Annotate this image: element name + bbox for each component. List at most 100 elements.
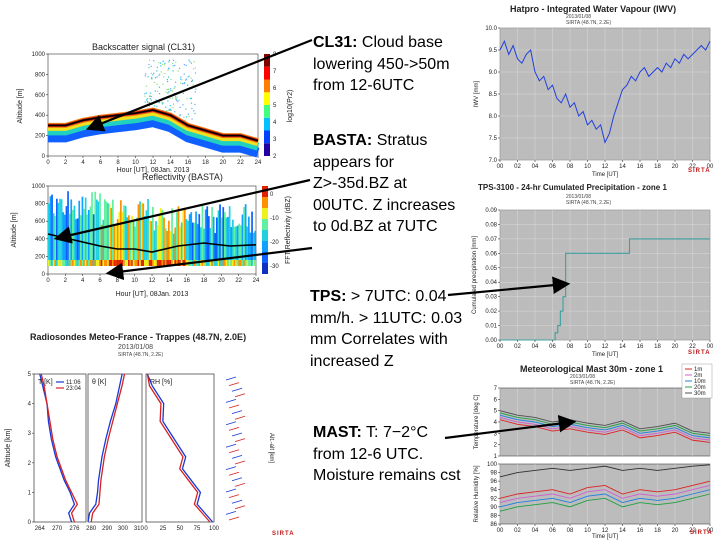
basta-low-layer — [136, 260, 138, 266]
cl31-noise-dot — [182, 104, 183, 105]
iwv-chart: 00 02 04 06 08 10 12 14 16 18 20 22 007.07.58.08.59.… — [470, 0, 720, 178]
basta-reflectivity-column — [59, 199, 61, 266]
basta-low-layer — [86, 260, 88, 266]
basta-low-layer — [154, 260, 156, 266]
basta-low-layer — [253, 260, 255, 266]
mast-xtick-label: 06 — [549, 528, 556, 534]
iwv-xtick-label: 10 — [584, 164, 591, 170]
cl31-noise-dot — [168, 89, 169, 90]
basta-reflectivity-column — [181, 222, 183, 266]
basta-low-layer — [245, 260, 247, 266]
wind-barb — [235, 416, 245, 419]
basta-low-layer — [149, 260, 151, 266]
cl31-colorbar-tick: 5 — [273, 103, 277, 109]
basta-low-layer — [166, 260, 168, 266]
basta-reflectivity-column — [224, 212, 226, 266]
mast-temp-ytick-label: 2 — [494, 443, 498, 449]
basta-reflectivity-column — [149, 220, 151, 266]
cl31-noise-dot — [180, 77, 181, 78]
basta-chart: 0-10-20-30FFT Reflectivity (dBZ)0 2 4 6 8 10 1… — [0, 168, 300, 308]
cl31-xtick-label: 24 — [255, 160, 262, 166]
cl31-ylabel: Altitude [m] — [17, 88, 24, 123]
basta-low-layer — [240, 260, 242, 266]
basta-low-layer — [53, 260, 55, 266]
cl31-noise-dot — [169, 98, 170, 99]
cl31-xtick-label: 10 — [132, 160, 139, 166]
basta-reflectivity-column — [197, 224, 199, 266]
basta-low-layer — [66, 260, 68, 266]
mast-rh-ytick-label: 90 — [490, 505, 497, 511]
mast-xtick-label: 18 — [654, 528, 661, 534]
cl31-noise-dot — [157, 91, 158, 92]
wind-barb — [232, 455, 242, 458]
basta-low-layer — [93, 260, 95, 266]
basta-low-layer — [171, 260, 173, 266]
basta-reflectivity-column — [118, 212, 120, 266]
wind-barb — [229, 450, 239, 453]
basta-low-layer — [173, 260, 175, 266]
basta-low-layer — [158, 260, 160, 266]
iwv-ytick-label: 7.5 — [489, 136, 498, 142]
tps-ytick-label: 0.04 — [485, 280, 497, 286]
cl31-ytick-label: 400 — [35, 113, 46, 119]
cl31-noise-dot — [174, 93, 175, 94]
iwv-xtick-label: 18 — [654, 164, 661, 170]
mast-temp-ytick-label: 5 — [494, 409, 498, 415]
basta-reflectivity-column — [110, 208, 112, 266]
basta-reflectivity-column — [98, 201, 100, 266]
basta-low-layer — [208, 260, 210, 266]
basta-colorbar-segment — [262, 208, 268, 219]
mast-xtick-label: 20 — [672, 528, 679, 534]
basta-low-layer — [152, 260, 154, 266]
cl31-colorbar-segment — [264, 92, 270, 105]
basta-low-layer — [85, 260, 87, 266]
sonde-xtick-label: 280 — [86, 526, 97, 532]
basta-reflectivity-column — [251, 212, 253, 266]
basta-low-layer — [230, 260, 232, 266]
basta-low-layer — [61, 260, 63, 266]
sonde-ytick-label: 1 — [28, 490, 32, 496]
cl31-noise-dot — [189, 76, 190, 77]
cl31-noise-dot — [186, 65, 187, 66]
basta-reflectivity-column — [184, 209, 186, 266]
basta-reflectivity-column — [102, 220, 104, 266]
basta-low-layer — [131, 260, 133, 266]
mast-xtick-label: 10 — [584, 528, 591, 534]
basta-low-layer — [78, 260, 80, 266]
cl31-xtick-label: 14 — [167, 160, 174, 166]
tps-ytick-label: 0.02 — [485, 309, 497, 315]
cl31-noise-dot — [145, 105, 146, 106]
wind-label: Alt.-alt [km] — [268, 433, 274, 463]
cl31-noise-dot — [185, 79, 186, 80]
basta-low-layer — [141, 260, 143, 266]
basta-low-layer — [235, 260, 237, 266]
cl31-noise-dot — [195, 89, 196, 90]
iwv-xtick-label: 00 — [497, 164, 504, 170]
cl31-noise-dot — [154, 82, 155, 83]
cl31-noise-dot — [178, 70, 179, 71]
basta-low-layer — [195, 260, 197, 266]
basta-reflectivity-column — [171, 208, 173, 266]
mast-chart: 12345678688909294969810000 02 04 06 08 10 12 14… — [470, 360, 720, 540]
cl31-noise-dot — [162, 84, 163, 85]
basta-xtick-label: 0 — [46, 278, 50, 284]
basta-colorbar-segment — [262, 263, 268, 274]
cl31-noise-dot — [150, 98, 151, 99]
cl31-noise-dot — [157, 67, 158, 68]
cl31-noise-dot — [161, 71, 162, 72]
cl31-noise-dot — [164, 73, 165, 74]
cl31-noise-dot — [155, 90, 156, 91]
cl31-panel: Backscatter signal (CL31) 2 3 4 5 6 7 8 log10(P… — [0, 36, 300, 182]
cl31-noise-dot — [193, 110, 194, 111]
basta-reflectivity-column — [104, 199, 106, 266]
cl31-noise-dot — [191, 108, 192, 109]
basta-reflectivity-column — [243, 207, 245, 266]
cl31-noise-dot — [168, 110, 169, 111]
basta-low-layer — [250, 260, 252, 266]
basta-reflectivity-column — [101, 225, 103, 266]
basta-low-layer — [237, 260, 239, 266]
basta-colorbar-tick: 0 — [270, 192, 274, 198]
cl31-noise-dot — [164, 63, 165, 64]
basta-low-layer — [74, 260, 76, 266]
tps-ytick-label: 0.00 — [485, 338, 497, 344]
